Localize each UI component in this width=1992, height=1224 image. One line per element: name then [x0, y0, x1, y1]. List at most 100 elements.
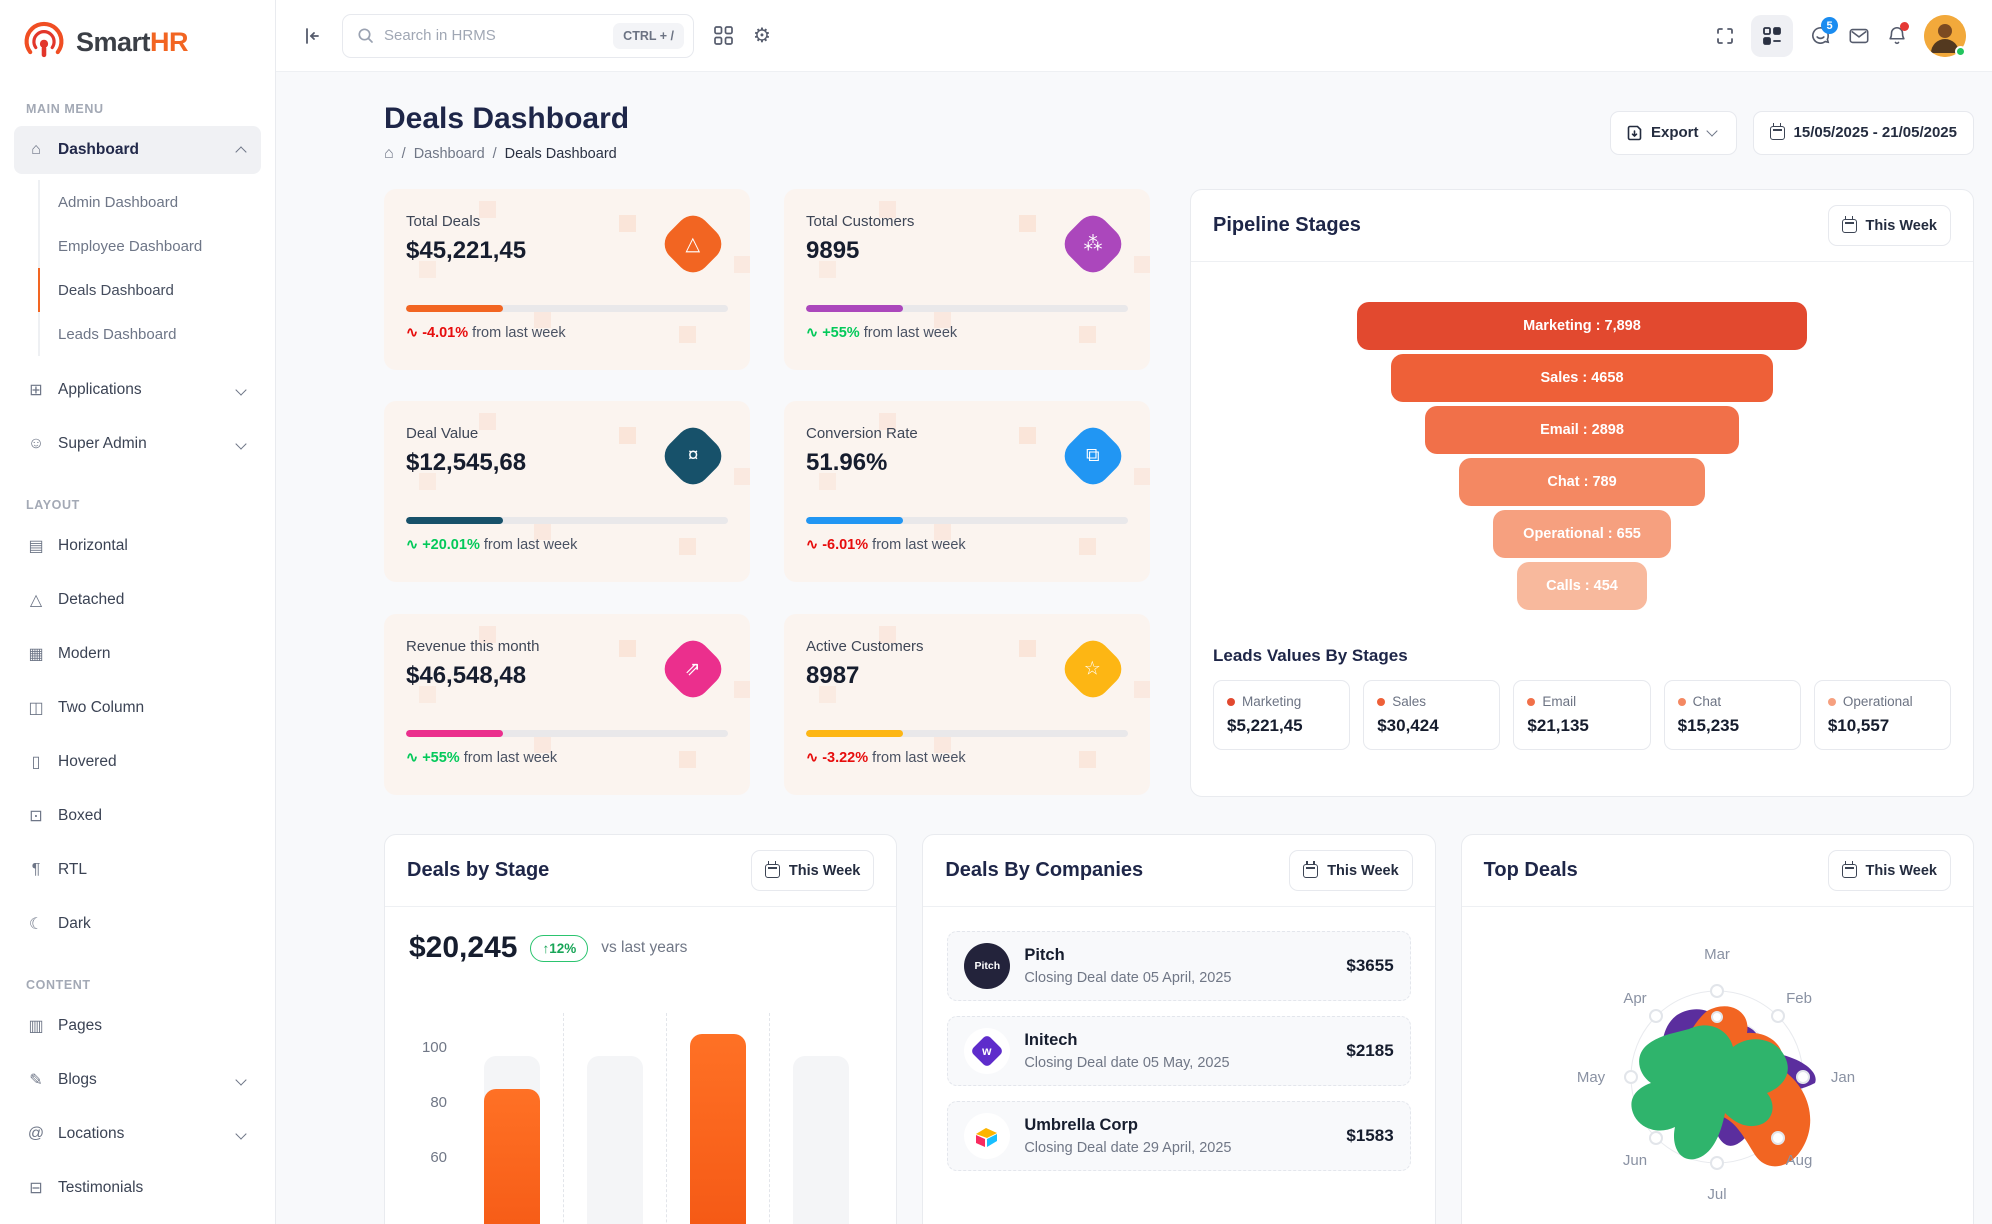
growth-stairs-icon: ⇗	[657, 633, 729, 705]
smarthr-logo-icon	[22, 20, 66, 64]
companies-period-button[interactable]: This Week	[1289, 850, 1413, 891]
radar-series-green	[1631, 1025, 1789, 1160]
pitch-logo: Pitch	[964, 943, 1011, 989]
sidebar-item-label: Boxed	[58, 807, 102, 824]
sidebar-item-horizontal[interactable]: ▤ Horizontal	[14, 522, 261, 570]
sidebar-item-pages[interactable]: ▥ Pages	[14, 1002, 261, 1050]
company-row-initech[interactable]: w Initech Closing Deal date 05 May, 2025 $2…	[947, 1016, 1411, 1086]
sidebar-item-super-admin[interactable]: ☺ Super Admin	[14, 420, 261, 468]
home-icon[interactable]: ⌂	[384, 145, 394, 162]
stat-title: Deal Value	[406, 425, 479, 443]
company-row-pitch[interactable]: Pitch Pitch Closing Deal date 05 April, 20…	[947, 931, 1411, 1001]
stat-change-text: ∿ -6.01% from last week	[806, 537, 966, 554]
deals-compare-label: vs last years	[601, 939, 688, 956]
mail-icon[interactable]	[1848, 25, 1870, 47]
sidebar-item-label: Super Admin	[58, 435, 147, 452]
fullscreen-icon[interactable]	[1715, 26, 1735, 46]
online-status-dot	[1955, 45, 1966, 57]
deals-by-stage-title: Deals by Stage	[407, 859, 550, 881]
radar-month-label: Aug	[1786, 1152, 1813, 1169]
date-range-button[interactable]: 15/05/2025 - 21/05/2025	[1752, 110, 1974, 155]
company-row-umbrella-corp[interactable]: Umbrella Corp Closing Deal date 29 April,…	[947, 1101, 1411, 1171]
funnel-stage-sales: Sales : 4658	[1391, 354, 1773, 402]
pages-icon: ▥	[28, 1018, 44, 1035]
sidebar-item-dashboard[interactable]: ⌂ Dashboard	[14, 126, 261, 174]
topbar: CTRL + / ⚙ 5	[276, 0, 1992, 72]
bar-track	[793, 1056, 850, 1224]
sidebar-item-dark[interactable]: ☾ Dark	[14, 900, 261, 948]
deal-amount: $3655	[1346, 956, 1394, 975]
funnel-stage-calls: Calls : 454	[1517, 562, 1647, 610]
blogs-icon: ✎	[29, 1072, 43, 1089]
sidebar-item-detached[interactable]: △ Detached	[14, 576, 261, 624]
breadcrumb-current: Deals Dashboard	[504, 146, 617, 162]
pipeline-stages-panel: Pipeline Stages This Week Marketing : 7,…	[1190, 189, 1974, 797]
sidebar-item-blogs[interactable]: ✎ Blogs	[14, 1056, 261, 1104]
lead-value-box-email: Email $21,135	[1513, 680, 1651, 750]
bar-slot	[666, 1013, 769, 1224]
trend-wave-icon: ∿	[406, 537, 423, 554]
settings-gear-icon[interactable]: ⚙	[753, 25, 771, 47]
search-input[interactable]	[384, 27, 604, 44]
notifications-bell-icon[interactable]	[1886, 21, 1909, 47]
bar-slot	[563, 1013, 666, 1224]
top-deals-period-button[interactable]: This Week	[1827, 850, 1951, 891]
sidebar-item-modern[interactable]: ▦ Modern	[14, 630, 261, 678]
sidebar-subitem-leads-dashboard[interactable]: Leads Dashboard	[38, 312, 261, 356]
lead-value-amount: $10,557	[1827, 716, 1890, 735]
stat-change-text: ∿ +20.01% from last week	[406, 537, 578, 554]
stat-value: $46,548,48	[406, 661, 527, 689]
lead-value-amount: $5,221,45	[1227, 716, 1303, 735]
sidebar-item-label: Blogs	[58, 1071, 97, 1088]
search-icon	[358, 28, 373, 43]
sidebar-item-applications[interactable]: ⊞ Applications	[14, 366, 261, 414]
trend-wave-icon: ∿	[406, 325, 423, 341]
apps-grid-icon[interactable]	[714, 26, 733, 45]
sidebar-item-locations[interactable]: @ Locations	[14, 1110, 261, 1158]
company-name: Pitch	[1024, 946, 1065, 965]
radar-month-label: Jan	[1831, 1069, 1855, 1086]
breadcrumb-dashboard[interactable]: Dashboard	[413, 146, 485, 162]
pipeline-period-button[interactable]: This Week	[1827, 205, 1951, 246]
export-icon	[1627, 125, 1642, 140]
sidebar-item-label: Locations	[58, 1125, 125, 1142]
deals-by-stage-card: Deals by Stage This Week $20,245 ↑12% vs…	[384, 834, 898, 1224]
sidebar-subitem-deals-dashboard[interactable]: Deals Dashboard	[38, 268, 261, 312]
deals-by-companies-title: Deals By Companies	[945, 859, 1144, 881]
stat-card-total-customers: Total Customers 9895 ⁂ ∿ +55% from last wee…	[784, 189, 1150, 370]
currency-gem-icon: ¤	[657, 420, 729, 492]
funnel-stage-email: Email : 2898	[1425, 406, 1739, 454]
company-name: Initech	[1024, 1031, 1078, 1050]
deals-total-amount: $20,245	[409, 931, 518, 964]
page-title: Deals Dashboard	[384, 102, 630, 135]
trend-wave-icon: ∿	[406, 749, 423, 766]
trend-wave-icon: ∿	[806, 325, 823, 341]
sidebar-item-hovered[interactable]: ▯ Hovered	[14, 738, 261, 786]
sidebar-subitem-employee-dashboard[interactable]: Employee Dashboard	[38, 224, 261, 268]
brand-logo[interactable]: SmartHR	[14, 0, 261, 84]
chat-count-badge: 5	[1821, 17, 1838, 34]
apps-icon: ⊞	[29, 382, 43, 399]
bar-slot	[769, 1013, 872, 1224]
lead-value-amount: $15,235	[1677, 716, 1740, 735]
menu-section-label: LAYOUT	[26, 498, 80, 512]
dark-mode-icon: ☾	[28, 916, 44, 933]
stat-card-conversion-rate: Conversion Rate 51.96% ⧉ ∿ -6.01% from last…	[784, 401, 1150, 583]
layout-switcher-button[interactable]	[1751, 14, 1793, 57]
sidebar-item-rtl[interactable]: ¶ RTL	[14, 846, 261, 894]
stage-dot-icon	[1227, 697, 1235, 706]
deals-by-stage-period-button[interactable]: This Week	[750, 850, 875, 891]
chat-icon[interactable]: 5	[1809, 17, 1838, 47]
stat-progress-bar	[406, 517, 728, 525]
export-button[interactable]: Export	[1610, 110, 1737, 155]
sidebar-item-boxed[interactable]: ⊡ Boxed	[14, 792, 261, 840]
main-content: Deals Dashboard ⌂ / Dashboard / Deals Da…	[276, 72, 1992, 1224]
global-search[interactable]: CTRL + /	[342, 13, 694, 58]
sidebar-subitem-admin-dashboard[interactable]: Admin Dashboard	[38, 180, 261, 224]
sidebar-collapse-icon[interactable]	[302, 26, 322, 46]
user-avatar[interactable]	[1924, 14, 1966, 57]
sidebar-item-two-column[interactable]: ◫ Two Column	[14, 684, 261, 732]
sidebar-item-testimonials[interactable]: ⊟ Testimonials	[14, 1164, 261, 1212]
search-shortcut-badge: CTRL + /	[613, 22, 684, 49]
